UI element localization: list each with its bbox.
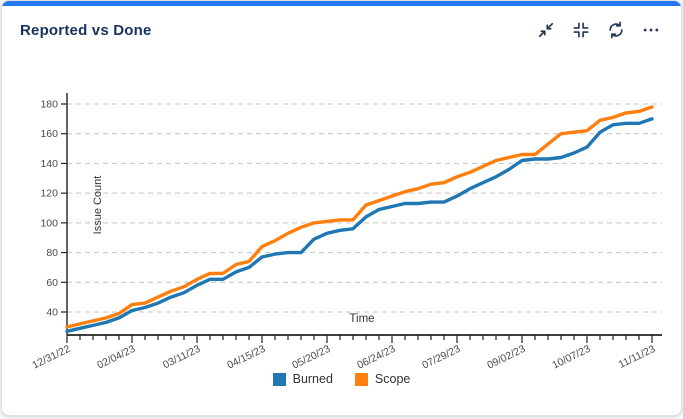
- more-button[interactable]: [637, 17, 665, 43]
- x-tick-label: 03/11/23: [161, 343, 202, 370]
- y-tick-label: 80: [46, 247, 58, 259]
- refresh-button[interactable]: [602, 17, 630, 43]
- x-tick-label: 10/07/23: [550, 343, 592, 370]
- y-tick-label: 140: [40, 158, 58, 170]
- x-tick-label: 07/29/23: [420, 343, 462, 370]
- toolbar: [532, 17, 665, 43]
- y-tick-label: 120: [40, 188, 58, 200]
- x-tick-label: 02/04/23: [95, 343, 137, 370]
- x-tick-label: 12/31/22: [30, 343, 72, 370]
- y-tick-label: 160: [40, 128, 58, 140]
- series-line-scope: [65, 105, 654, 329]
- y-tick-label: 40: [46, 306, 58, 318]
- legend-label: Burned: [292, 372, 333, 386]
- collapse-arrows-icon: [538, 22, 554, 38]
- y-axis-title: Issue Count: [92, 176, 104, 235]
- x-tick-label: 11/11/23: [617, 343, 658, 370]
- x-axis-title: Time: [349, 313, 374, 325]
- x-tick-label: 09/02/23: [485, 343, 527, 370]
- y-tick-label: 180: [40, 99, 58, 111]
- line-chart: 40 60 80 100 120 140 160 180 12/31/22 02/04/23 03/…: [30, 93, 662, 370]
- legend-item-burned[interactable]: Burned: [272, 372, 333, 386]
- collapse-button[interactable]: [532, 17, 560, 43]
- card-header: Reported vs Done: [2, 6, 681, 43]
- legend-label: Scope: [374, 372, 411, 386]
- x-tick-label: 05/20/23: [290, 343, 332, 370]
- y-tick-label: 60: [46, 277, 58, 289]
- y-tick-label: 100: [40, 217, 58, 229]
- compress-corners-icon: [573, 22, 589, 38]
- legend-swatch-burned: [272, 372, 286, 386]
- x-tick-label: 04/15/23: [225, 343, 267, 370]
- legend-item-scope[interactable]: Scope: [354, 372, 411, 386]
- legend-swatch-scope: [354, 372, 368, 386]
- x-tick-label: 06/24/23: [355, 343, 397, 370]
- page-title: Reported vs Done: [20, 21, 152, 39]
- card-accent-bar: [2, 1, 681, 6]
- fit-button[interactable]: [567, 17, 595, 43]
- chart-legend: Burned Scope: [2, 372, 681, 386]
- refresh-icon: [609, 21, 623, 39]
- ellipsis-icon: [643, 28, 659, 32]
- series-line-burned: [65, 117, 654, 333]
